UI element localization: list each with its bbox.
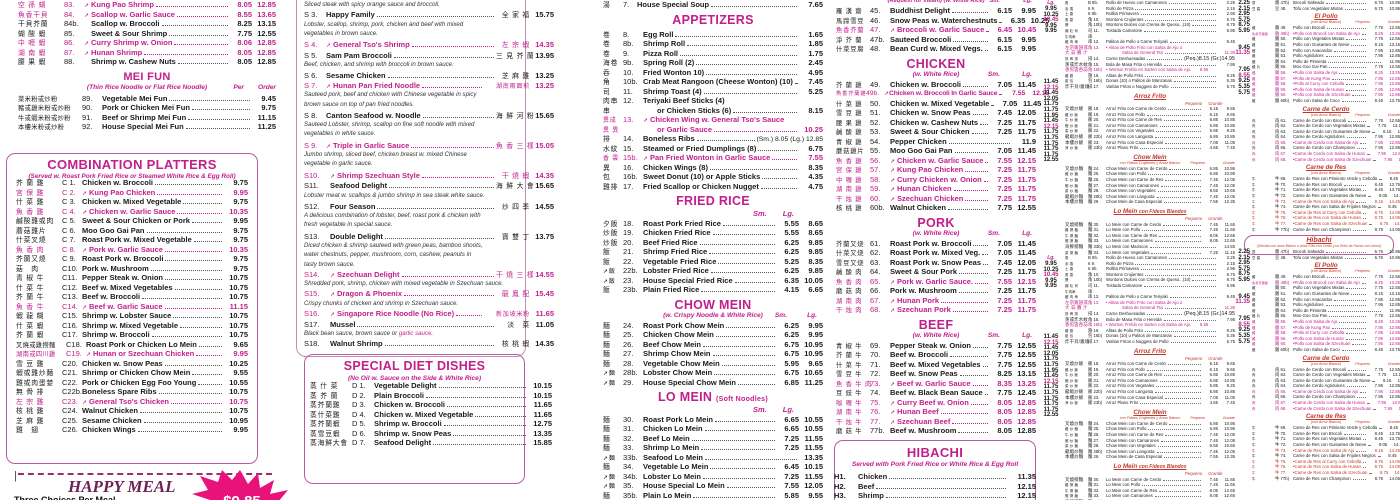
svg-text:$9.85: $9.85 [223,493,261,500]
